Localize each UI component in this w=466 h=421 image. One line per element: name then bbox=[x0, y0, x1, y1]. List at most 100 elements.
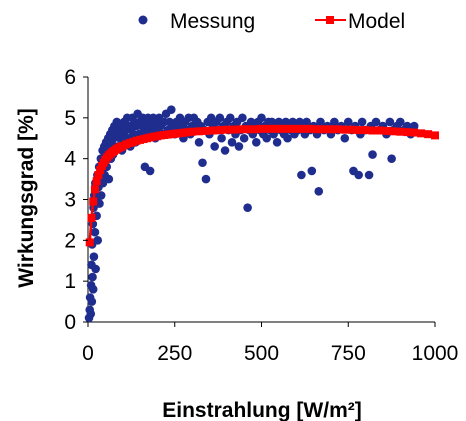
legend-label-model: Model bbox=[348, 10, 405, 33]
measurement-point bbox=[90, 227, 100, 237]
measurement-point bbox=[88, 272, 97, 282]
y-tick-label: 0 bbox=[64, 311, 76, 334]
model-point bbox=[229, 125, 238, 134]
model-point bbox=[96, 166, 105, 175]
model-point bbox=[382, 126, 391, 135]
measurement-point bbox=[343, 117, 353, 127]
y-tick-label: 4 bbox=[64, 148, 76, 171]
legend-label-measurement: Messung bbox=[170, 10, 255, 33]
measurement-point bbox=[215, 113, 225, 123]
measurement-point bbox=[387, 154, 396, 163]
x-tick-label: 500 bbox=[244, 342, 279, 365]
measurement-point bbox=[201, 174, 211, 184]
measurement-point bbox=[194, 138, 204, 147]
model-point bbox=[417, 129, 426, 138]
y-axis-ticks: 0 1 2 3 4 5 6 bbox=[64, 66, 88, 334]
x-tick-label: 0 bbox=[82, 342, 94, 365]
x-axis-title: Einstrahlung [W/m²] bbox=[162, 399, 361, 421]
measurement-point bbox=[257, 113, 266, 123]
model-point bbox=[299, 124, 308, 133]
measurement-point bbox=[396, 117, 405, 127]
model-point bbox=[257, 124, 266, 133]
model-point bbox=[354, 126, 363, 135]
measurement-point bbox=[89, 252, 99, 261]
measurement-point bbox=[145, 166, 155, 176]
model-point bbox=[278, 124, 287, 133]
model-point bbox=[264, 124, 273, 133]
measurement-point bbox=[330, 117, 339, 127]
model-point bbox=[306, 124, 315, 133]
measurement-point bbox=[283, 133, 292, 143]
measurement-point bbox=[86, 309, 96, 319]
model-point bbox=[94, 171, 103, 179]
model-point bbox=[188, 127, 197, 136]
measurement-point bbox=[225, 113, 235, 123]
x-axis-ticks: 0 250 500 750 1000 bbox=[82, 322, 458, 365]
measurement-point bbox=[307, 166, 317, 176]
measurement-point bbox=[357, 117, 367, 127]
measurement-point bbox=[238, 113, 247, 123]
model-point bbox=[361, 126, 370, 135]
measurement-point bbox=[364, 170, 374, 180]
measurement-point bbox=[385, 117, 395, 127]
model-line bbox=[88, 127, 436, 243]
model-point bbox=[389, 127, 398, 136]
model-point bbox=[313, 125, 322, 134]
model-point bbox=[326, 125, 335, 134]
model-point bbox=[195, 127, 204, 136]
measurement-point bbox=[371, 117, 381, 127]
model-point bbox=[250, 125, 259, 134]
measurement-point bbox=[262, 133, 272, 143]
x-tick-label: 750 bbox=[331, 342, 366, 365]
model-point bbox=[424, 130, 433, 139]
model-point bbox=[215, 126, 224, 135]
x-tick-label: 250 bbox=[157, 342, 192, 365]
measurement-point bbox=[409, 121, 419, 131]
measurement-point bbox=[95, 199, 104, 208]
y-tick-label: 1 bbox=[64, 270, 76, 293]
model-point bbox=[208, 126, 217, 135]
measurement-point bbox=[87, 297, 97, 306]
measurement-point bbox=[243, 203, 252, 212]
y-tick-label: 6 bbox=[64, 66, 76, 89]
measurement-point bbox=[368, 150, 377, 159]
measurement-point bbox=[220, 146, 230, 155]
legend: Messung Model bbox=[138, 10, 405, 33]
model-point bbox=[222, 125, 231, 134]
measurement-point bbox=[210, 142, 219, 151]
model-point bbox=[319, 125, 328, 134]
model-point bbox=[375, 126, 384, 135]
model-point bbox=[333, 125, 342, 134]
model-point bbox=[90, 185, 99, 194]
measurement-point bbox=[239, 133, 249, 143]
measurement-point bbox=[91, 264, 100, 274]
model-point bbox=[201, 126, 210, 135]
measurement-point bbox=[302, 117, 311, 127]
plot-area bbox=[84, 77, 439, 323]
x-tick-label: 1000 bbox=[412, 342, 459, 365]
measurement-point bbox=[104, 174, 114, 184]
measurement-point bbox=[227, 138, 237, 147]
model-point bbox=[410, 128, 419, 137]
measurement-point bbox=[251, 138, 261, 147]
model-point bbox=[403, 128, 412, 137]
y-tick-label: 3 bbox=[64, 189, 76, 212]
measurement-point bbox=[234, 142, 244, 151]
measurement-point bbox=[217, 133, 226, 143]
model-point bbox=[347, 125, 356, 134]
measurement-point bbox=[340, 133, 350, 143]
measurement-point bbox=[314, 187, 324, 196]
measurement-point bbox=[316, 117, 325, 127]
model-point bbox=[292, 124, 301, 133]
model-point bbox=[85, 238, 94, 247]
series-model bbox=[85, 124, 439, 247]
measurement-point bbox=[272, 138, 282, 147]
model-point bbox=[271, 124, 280, 133]
model-point bbox=[87, 213, 96, 222]
model-point bbox=[92, 177, 101, 186]
legend-marker-measurement bbox=[138, 15, 148, 25]
model-point bbox=[431, 131, 439, 140]
measurement-point bbox=[166, 105, 176, 114]
y-tick-label: 5 bbox=[64, 107, 76, 130]
